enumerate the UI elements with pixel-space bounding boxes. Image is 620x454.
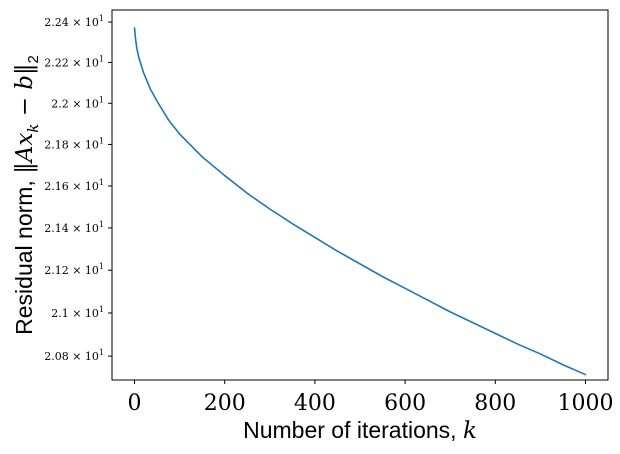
y-tick-label: 2.18 × 101: [44, 136, 104, 151]
y-axis-title-sub: k: [24, 124, 42, 133]
y-tick-label: 2.22 × 101: [44, 54, 104, 69]
x-tick-label: 1000: [557, 391, 613, 416]
x-tick-label: 200: [204, 391, 246, 416]
x-tick-label: 800: [474, 391, 516, 416]
series-line-0: [133, 27, 587, 376]
x-axis-title-math: k: [463, 418, 477, 444]
y-tick-label: 2.12 × 101: [44, 262, 104, 277]
y-tick-label: 2.24 × 101: [44, 14, 104, 29]
y-axis-title-sub2: 2: [25, 55, 42, 63]
y-axis-title-math: ‖Ax: [12, 133, 38, 174]
plot-frame: [111, 9, 609, 381]
y-axis-title-text: Residual norm,: [11, 174, 37, 335]
series-layer: [133, 27, 587, 376]
x-axis-title: Number of iterations, k: [243, 417, 477, 444]
plot-background: [112, 10, 608, 380]
y-tick-label: 2.2 × 101: [51, 95, 104, 110]
y-axis-title: Residual norm, ‖Axk − b‖2: [11, 55, 42, 335]
y-axis-title-math2: − b‖: [12, 63, 38, 123]
x-tick-label: 400: [294, 391, 336, 416]
y-tick-label: 2.14 × 101: [44, 220, 104, 235]
x-axis-title-text: Number of iterations,: [243, 417, 463, 443]
x-tick-label: 0: [128, 391, 142, 416]
y-tick-label: 2.16 × 101: [44, 178, 104, 193]
tick-layer: 0 200 400 600 800 1000 2.08 × 101 2.1 × 101 2.12…: [44, 14, 613, 416]
x-tick-label: 600: [384, 391, 426, 416]
y-tick-label: 2.08 × 101: [44, 348, 104, 363]
y-tick-label: 2.1 × 101: [51, 305, 104, 320]
